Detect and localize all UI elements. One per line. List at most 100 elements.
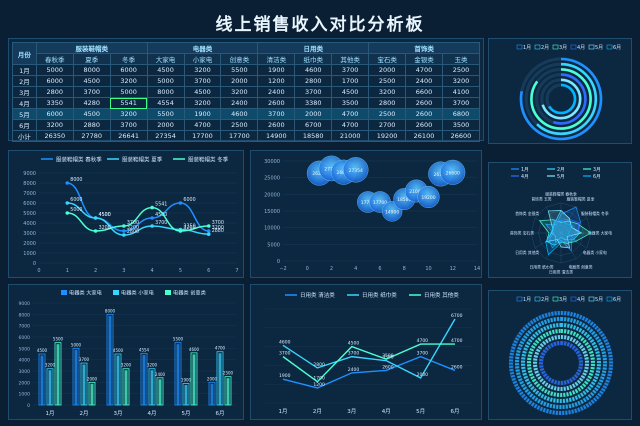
legend-label: 1月 — [523, 45, 531, 51]
data-table-panel: 月份 服装鞋帽类 电器类 日用类 首饰类 春秋季 夏季 冬季 大家电 小家电 创意类 清洁类 纸巾类 其他… — [8, 38, 484, 142]
data-label: 3700 — [279, 351, 291, 357]
table-cell: 2700 — [368, 119, 407, 131]
data-label: 5000 — [70, 207, 82, 213]
table-cell: 2600 — [257, 119, 296, 131]
bubble-label: 17700 — [361, 200, 375, 206]
series-line — [67, 206, 209, 232]
x-tick-label: 12 — [450, 266, 456, 272]
data-point — [150, 224, 154, 228]
ring-arc — [533, 335, 589, 391]
x-tick-label: 5月 — [182, 410, 191, 417]
y-tick-label: 10000 — [264, 226, 280, 232]
table-row: 4月 3350 4280 5541 4554 3200 2400 2600 3380 3500 28… — [12, 97, 481, 109]
data-label: 4500 — [99, 212, 111, 218]
legend-label: 1月 — [521, 167, 529, 173]
legend-label: 6月 — [593, 174, 601, 180]
x-tick-label: 1月 — [46, 410, 55, 417]
data-label: 6700 — [451, 313, 463, 319]
bar-fill — [116, 355, 120, 405]
legend-label: 5月 — [595, 45, 603, 51]
bar-fill — [158, 379, 162, 405]
table-month-cell: 2月 — [12, 75, 37, 87]
radar-axis — [560, 232, 588, 249]
y-tick-label: 5000 — [19, 346, 31, 352]
table-cell: 2000 — [146, 119, 185, 131]
x-tick-label: 1 — [66, 268, 69, 274]
ring-arc — [527, 329, 595, 397]
table-cell: 26350 — [35, 130, 74, 142]
radar-axis — [560, 206, 577, 234]
table-cell: 3380 — [294, 97, 333, 109]
legend-swatch — [534, 296, 541, 302]
table-cell: 3700 — [331, 64, 370, 76]
table-cell: 5500 — [220, 64, 259, 76]
y-tick-label: 8000 — [23, 181, 36, 187]
table-row: 3月 2800 3700 5000 8000 4500 3200 2400 3700 4500 32… — [12, 86, 481, 98]
legend-label: 6月 — [613, 297, 621, 303]
data-point — [65, 201, 70, 205]
legend-label: 1月 — [523, 297, 531, 303]
table-cell: 2880 — [72, 119, 111, 131]
legend-swatch — [113, 290, 119, 295]
data-label: 2500 — [223, 371, 234, 376]
table-row: 5月 6000 4500 3200 5500 1900 4600 3700 2000 4700 25… — [12, 108, 481, 120]
table-cell: 4554 — [146, 97, 185, 109]
bubble-label: 21000 — [409, 189, 423, 195]
radar-axis-label: 服装鞋帽类 春秋季 — [545, 192, 577, 197]
data-label: 3200 — [45, 363, 56, 368]
legend-label: 2月 — [541, 45, 549, 51]
bubble-label: 18580 — [397, 197, 411, 203]
table-cell: 4500 — [146, 64, 185, 76]
table-cell: 3700 — [441, 97, 481, 109]
dashboard-title: 线上销售收入对比分析板 — [215, 15, 425, 35]
radar-series — [545, 220, 578, 256]
legend-swatch — [552, 44, 559, 50]
table-group-header: 服装鞋帽类 — [35, 42, 148, 54]
radar-axis-label: 电器类 创意类 — [569, 264, 593, 269]
radar-axis-label: 首饰类 金银类 — [515, 211, 539, 216]
ring-arc — [530, 68, 592, 130]
y-tick-label: 1000 — [23, 251, 36, 257]
radar-axis-label: 日用类 其他类 — [515, 250, 539, 255]
table-cell: 4500 — [72, 75, 111, 87]
table-column-header: 小家电 — [183, 53, 222, 65]
data-label: 5000 — [71, 342, 82, 347]
data-label: 4500 — [348, 341, 360, 347]
table-cell: 3200 — [183, 97, 222, 109]
data-label: 3700 — [79, 357, 90, 362]
legend-label: 电器类 创意类 — [173, 289, 206, 297]
data-label: 4600 — [189, 347, 200, 352]
x-tick-label: 14 — [474, 266, 480, 272]
table-cell: 3700 — [183, 75, 222, 87]
table-cell: 5541 — [109, 97, 148, 109]
y-tick-label: 3000 — [23, 231, 36, 237]
legend-swatch — [606, 296, 613, 302]
data-label: 2880 — [212, 228, 224, 234]
legend-swatch — [516, 44, 523, 50]
x-tick-label: 0 — [37, 268, 40, 274]
table-cell: 4700 — [331, 108, 370, 120]
table-cell: 5000 — [109, 86, 148, 98]
x-tick-label: 6月 — [451, 408, 460, 415]
table-month-cell: 6月 — [12, 119, 37, 131]
bar-fill — [40, 355, 44, 405]
x-tick-label: 0 — [306, 266, 309, 272]
legend-swatch — [165, 290, 171, 295]
ring-arc — [539, 341, 583, 385]
data-label: 4500 — [113, 348, 124, 353]
table-column-header: 纸巾类 — [294, 53, 333, 65]
data-point — [150, 216, 154, 220]
table-cell: 3500 — [441, 119, 481, 131]
table-cell: 2500 — [368, 75, 407, 87]
data-label: 8000 — [70, 177, 82, 183]
y-tick-label: 3000 — [19, 369, 31, 375]
radar-axis-label: 日用类 纸巾类 — [530, 264, 554, 269]
x-tick-label: 2 — [94, 268, 97, 274]
radar-axis — [560, 217, 588, 234]
legend-label: 3月 — [559, 297, 567, 303]
legend-swatch — [61, 290, 67, 295]
data-label: 1700 — [313, 376, 325, 382]
bubble — [417, 185, 440, 209]
data-label: 3700 — [212, 220, 224, 226]
